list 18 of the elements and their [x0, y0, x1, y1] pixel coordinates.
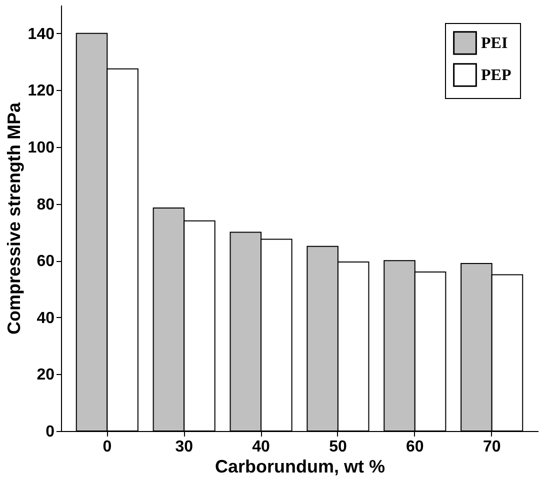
x-tick-label: 60: [406, 438, 424, 456]
x-tick-label: 40: [252, 438, 270, 456]
y-tick-label: 140: [28, 26, 55, 43]
y-tick-label: 0: [46, 424, 55, 440]
legend-label: PEI: [481, 35, 508, 52]
legend-label: PEP: [481, 67, 512, 84]
y-tick-label: 100: [28, 140, 55, 156]
y-tick-label: 80: [36, 196, 55, 214]
y-tick-label: 60: [36, 253, 55, 270]
x-tick-label: 0: [102, 438, 112, 456]
x-tick-label: 50: [329, 438, 347, 456]
y-axis-title: Compressive strength MPa: [4, 101, 24, 335]
y-tick-label: 20: [36, 366, 55, 384]
x-tick-label: 70: [482, 438, 501, 456]
x-tick-label: 30: [175, 438, 194, 456]
y-tick-label: 120: [28, 82, 55, 100]
x-axis-title: Carborundum, wt %: [215, 456, 385, 476]
y-tick-label: 40: [36, 310, 55, 327]
